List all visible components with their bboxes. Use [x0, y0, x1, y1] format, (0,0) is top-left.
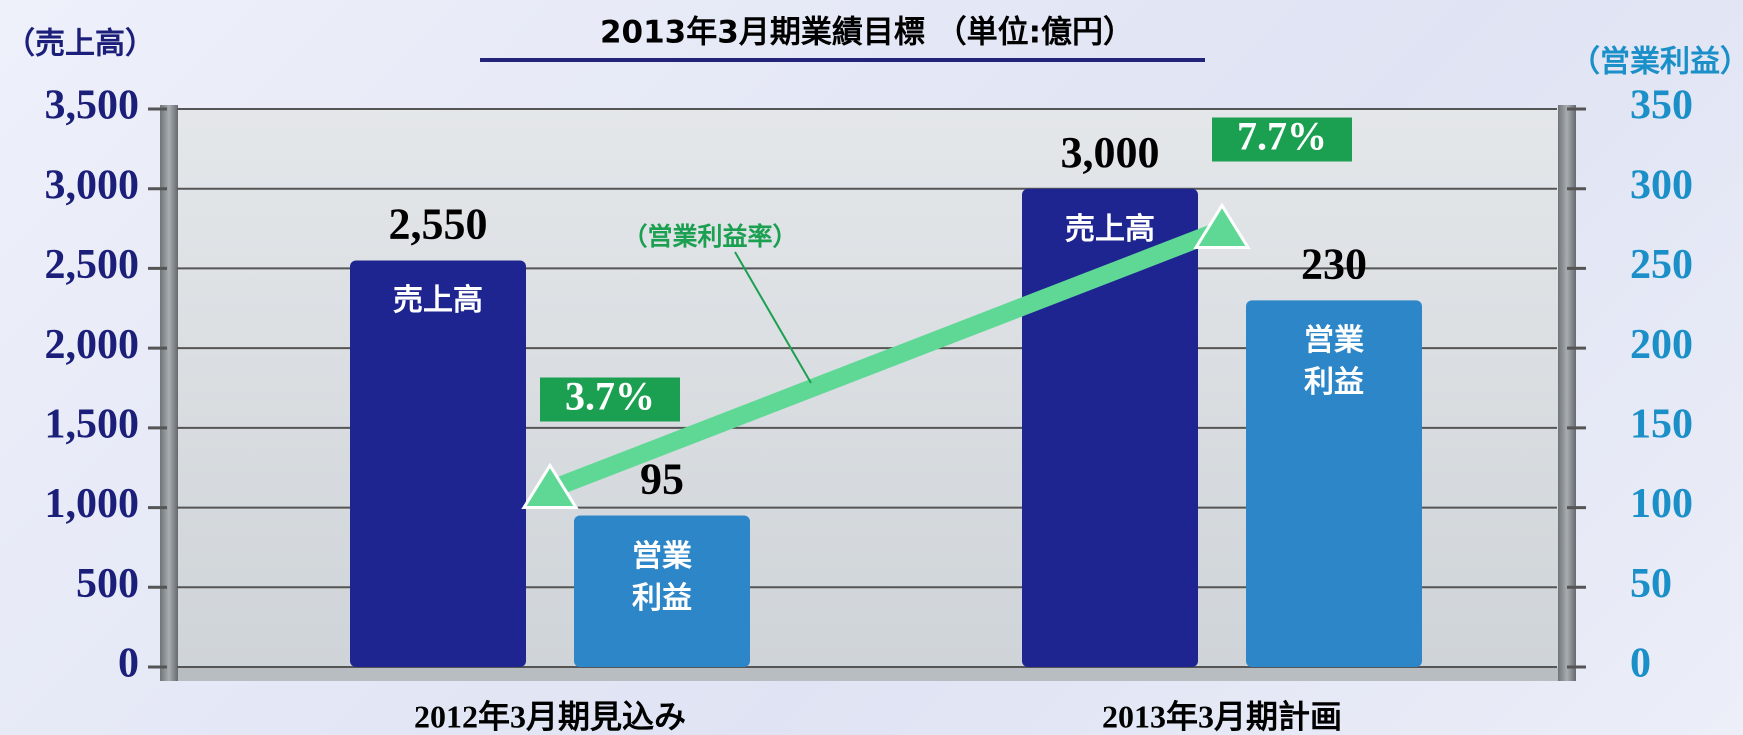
y2-axis-label: （営業利益）	[1570, 45, 1743, 80]
y2-tick-label: 100	[1630, 481, 1693, 527]
y-tick-label: 3,000	[45, 162, 140, 208]
bar	[1246, 300, 1422, 667]
y2-tick-label: 200	[1630, 322, 1693, 368]
y2-tick-label: 300	[1630, 162, 1693, 208]
y2-tick-label: 250	[1630, 242, 1693, 288]
bar-value-label: 230	[1301, 239, 1367, 288]
line-marker	[1193, 202, 1251, 249]
bar	[350, 260, 526, 667]
bar-name-label: 営業利益	[632, 538, 692, 616]
x-tick-label: 2012年3月期見込み	[414, 698, 686, 734]
series-annotation: （営業利益率）	[622, 222, 797, 251]
y2-tick-label: 0	[1630, 641, 1651, 687]
line	[541, 220, 1231, 499]
bar	[1022, 188, 1198, 667]
y-tick-label: 0	[118, 641, 139, 687]
left-post	[160, 105, 178, 681]
plot-floor	[167, 667, 1567, 681]
line-value-label: 3.7%	[565, 374, 655, 419]
bar-value-label: 3,000	[1061, 128, 1160, 177]
bar-name-label: 営業利益	[1304, 323, 1364, 401]
right-post	[1558, 105, 1576, 681]
chart-title: 2013年3月期業績目標 （単位:億円）	[600, 15, 1134, 51]
y-tick-label: 2,500	[45, 242, 140, 288]
y-tick-label: 2,000	[45, 322, 140, 368]
bar	[574, 515, 750, 667]
y-axis-label: （売上高）	[5, 27, 155, 62]
y-tick-label: 500	[76, 561, 139, 607]
line-value-label: 7.7%	[1237, 114, 1327, 159]
y2-tick-label: 150	[1630, 401, 1693, 447]
y-tick-label: 3,500	[45, 83, 140, 129]
bar-name-label: 売上高	[1065, 211, 1155, 247]
y2-tick-label: 50	[1630, 561, 1672, 607]
x-tick-label: 2013年3月期計画	[1102, 698, 1342, 734]
line-marker	[521, 462, 579, 509]
leader-line	[734, 251, 812, 384]
value-label-box	[1212, 117, 1352, 162]
value-label-box	[540, 377, 680, 422]
y2-tick-label: 350	[1630, 83, 1693, 129]
bar-value-label: 2,550	[389, 200, 488, 249]
y-tick-label: 1,500	[45, 401, 140, 447]
y-tick-label: 1,000	[45, 481, 140, 527]
bar-name-label: 売上高	[393, 283, 483, 319]
bar-value-label: 95	[640, 455, 684, 504]
